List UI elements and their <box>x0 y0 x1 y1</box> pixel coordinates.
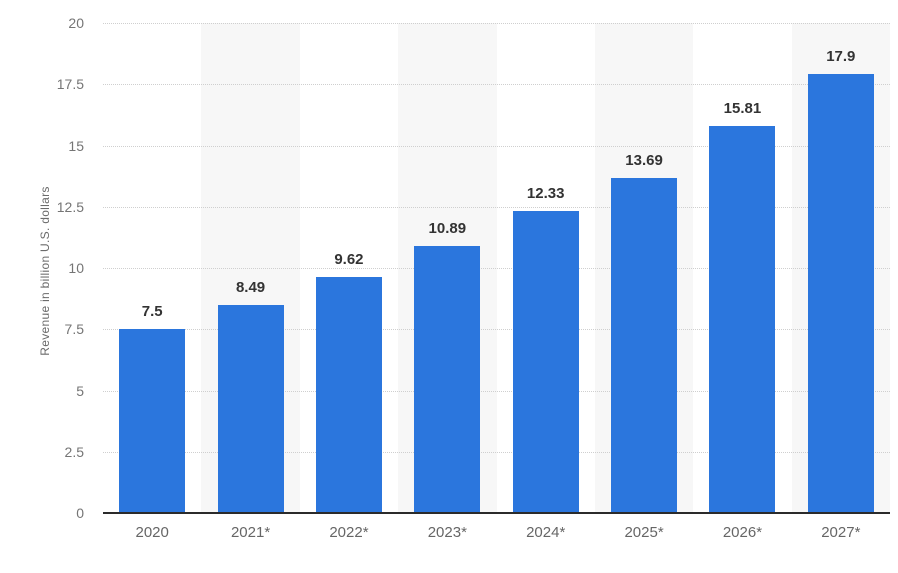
y-axis-tick-10: 10 <box>68 260 84 276</box>
value-label-2026*: 15.81 <box>723 99 762 117</box>
bar-2020[interactable] <box>119 329 186 513</box>
bar-2023*[interactable] <box>414 246 481 513</box>
y-axis-tick-17.5: 17.5 <box>56 76 84 93</box>
gridline-y-12.5 <box>103 206 890 208</box>
x-axis-label-2024*: 2024* <box>526 524 566 541</box>
y-axis-tick-0: 0 <box>76 505 84 521</box>
value-label-2020: 7.5 <box>141 303 163 321</box>
gridline-y-5 <box>103 390 890 392</box>
y-axis-tick-12.5: 12.5 <box>56 198 84 215</box>
y-axis-tick-20: 20 <box>68 15 84 31</box>
gridline-y-15 <box>103 145 890 147</box>
y-axis-tick-7.5: 7.5 <box>64 321 84 338</box>
bar-2027*[interactable] <box>807 74 874 513</box>
x-axis-label-2026*: 2026* <box>722 524 763 541</box>
value-label-2024*: 12.33 <box>526 184 565 202</box>
value-label-2022*: 9.62 <box>334 251 364 269</box>
gridline-y-10 <box>103 268 890 269</box>
x-axis-label-2023*: 2023* <box>427 524 467 541</box>
value-label-2025*: 13.69 <box>625 151 663 169</box>
x-axis-label-2025*: 2025* <box>624 524 664 541</box>
value-label-2023*: 10.89 <box>428 220 467 238</box>
bar-2024*[interactable] <box>512 210 579 513</box>
x-axis-label-2020: 2020 <box>135 524 169 541</box>
y-axis-tick-15: 15 <box>68 137 84 154</box>
y-axis-title: Revenue in billion U.S. dollars <box>38 186 52 356</box>
x-axis-label-2021*: 2021* <box>230 524 271 541</box>
gridline-y-2.5 <box>103 451 890 453</box>
value-label-2027*: 17.9 <box>826 48 856 66</box>
x-axis-line <box>103 512 890 514</box>
bar-2021*[interactable] <box>217 304 284 513</box>
y-axis-tick-5: 5 <box>76 382 84 399</box>
bar-2026*[interactable] <box>709 125 776 513</box>
gridline-y-20 <box>103 23 890 24</box>
bar-2025*[interactable] <box>611 177 678 513</box>
x-axis-label-2022*: 2022* <box>329 524 369 541</box>
value-label-2021*: 8.49 <box>235 278 266 296</box>
bar-2022*[interactable] <box>315 277 382 513</box>
y-axis-tick-2.5: 2.5 <box>64 443 84 460</box>
gridline-y-17.5 <box>103 84 890 86</box>
x-axis-label-2027*: 2027* <box>821 524 861 541</box>
gridline-y-7.5 <box>103 329 890 331</box>
